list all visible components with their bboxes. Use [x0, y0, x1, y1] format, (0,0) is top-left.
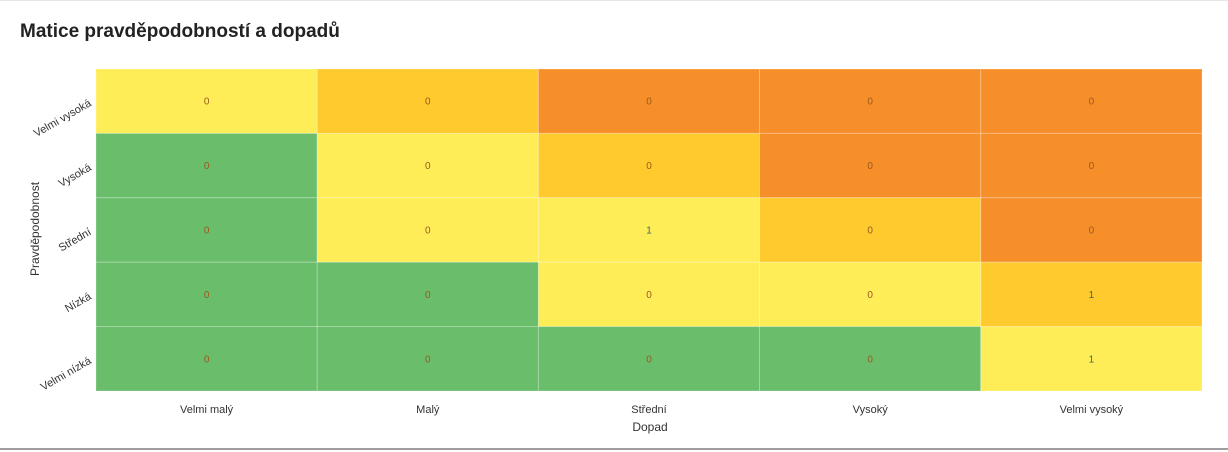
x-tick-label: Velmi vysoký	[1060, 404, 1124, 416]
x-tick-label: Malý	[416, 404, 440, 416]
heatmap-cells: 0 0 0 0 0 0 0 0 0 0 0 0 1 0 0 0 0 0 0 1 0 0 0 0 1	[95, 68, 1203, 392]
heatmap-cell[interactable]	[537, 261, 761, 328]
y-tick-label: Velmi vysoká	[32, 97, 94, 140]
cell-value-label: 1	[1089, 290, 1095, 301]
cell-value-label: 0	[204, 97, 210, 108]
heatmap-cell[interactable]	[537, 197, 761, 263]
y-tick-label: Střední	[57, 226, 94, 254]
y-tick-label: Vysoká	[57, 161, 95, 190]
cell-value-label: 0	[204, 290, 210, 301]
heatmap-cell[interactable]	[759, 132, 982, 199]
cell-value-label: 0	[646, 97, 652, 108]
cell-value-label: 0	[425, 226, 431, 237]
cell-value-label: 0	[1089, 161, 1095, 172]
x-tick-label: Velmi malý	[180, 404, 234, 416]
heatmap-cell[interactable]	[316, 132, 539, 199]
heatmap-cell[interactable]	[759, 197, 982, 263]
cell-value-label: 1	[646, 226, 652, 237]
chart-title: Matice pravděpodobností a dopadů	[20, 21, 340, 42]
cell-value-label: 0	[425, 97, 431, 108]
cell-value-label: 1	[1089, 354, 1095, 365]
y-axis-title: Pravděpodobnost	[28, 181, 42, 276]
cell-value-label: 0	[425, 290, 431, 301]
y-tick-label: Velmi nízká	[39, 355, 94, 394]
cell-value-label: 0	[867, 161, 873, 172]
y-tick-label: Nízká	[63, 290, 94, 315]
cell-value-label: 0	[425, 354, 431, 365]
heatmap-cell[interactable]	[316, 261, 539, 328]
heatmap-cell[interactable]	[980, 261, 1203, 328]
heatmap-cell[interactable]	[980, 132, 1203, 199]
cell-value-label: 0	[646, 161, 652, 172]
x-tick-label: Vysoký	[853, 404, 889, 416]
x-axis-ticks: Velmi malý Malý Střední Vysoký Velmi vysoký	[180, 404, 1124, 416]
heatmap-cell[interactable]	[316, 326, 539, 392]
heatmap-cell[interactable]	[95, 326, 318, 392]
cell-value-label: 0	[1089, 97, 1095, 108]
x-tick-label: Střední	[631, 404, 666, 416]
cell-value-label: 0	[646, 354, 652, 365]
cell-value-label: 0	[425, 161, 431, 172]
cell-value-label: 0	[204, 161, 210, 172]
cell-value-label: 0	[867, 354, 873, 365]
heatmap-cell[interactable]	[316, 197, 539, 263]
cell-value-label: 0	[867, 290, 873, 301]
heatmap-cell[interactable]	[980, 68, 1203, 134]
cell-value-label: 0	[1089, 226, 1095, 237]
x-axis-title: Dopad	[632, 420, 667, 434]
heatmap-cell[interactable]	[537, 132, 761, 199]
heatmap-cell[interactable]	[95, 68, 318, 134]
cell-value-label: 0	[867, 97, 873, 108]
heatmap-cell[interactable]	[980, 326, 1203, 392]
heatmap-cell[interactable]	[95, 197, 318, 263]
heatmap-cell[interactable]	[759, 326, 982, 392]
cell-value-label: 0	[204, 226, 210, 237]
cell-value-label: 0	[204, 354, 210, 365]
heatmap-cell[interactable]	[537, 326, 761, 392]
cell-value-label: 0	[646, 290, 652, 301]
cell-value-label: 0	[867, 226, 873, 237]
